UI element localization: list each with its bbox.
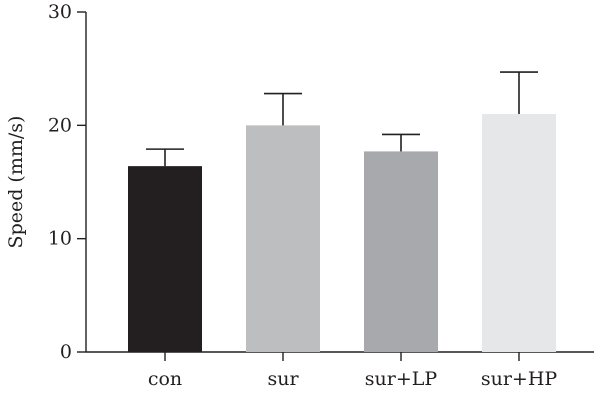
y-axis: 0 10 20 30 [48, 1, 87, 363]
x-tick-label: sur [267, 368, 299, 390]
y-axis-title: Speed (mm/s) [5, 116, 27, 249]
y-tick-label: 20 [48, 114, 72, 136]
y-tick-label: 10 [48, 228, 72, 250]
error-bars [146, 71, 538, 167]
y-tick-label: 30 [48, 1, 72, 23]
x-tick-label: sur+HP [481, 368, 558, 390]
bar-sur [246, 125, 320, 352]
y-ticks: 0 10 20 30 [48, 1, 86, 363]
bar-sur+LP [364, 151, 438, 352]
x-tick-label: sur+LP [365, 368, 438, 390]
bar-con [128, 166, 202, 352]
bars [128, 114, 556, 352]
x-ticks: con sur sur+LP sur+HP [148, 352, 558, 390]
bar-sur+HP [482, 114, 556, 352]
x-tick-label: con [148, 368, 182, 390]
x-axis: con sur sur+LP sur+HP [86, 351, 594, 390]
y-tick-label: 0 [60, 341, 72, 363]
